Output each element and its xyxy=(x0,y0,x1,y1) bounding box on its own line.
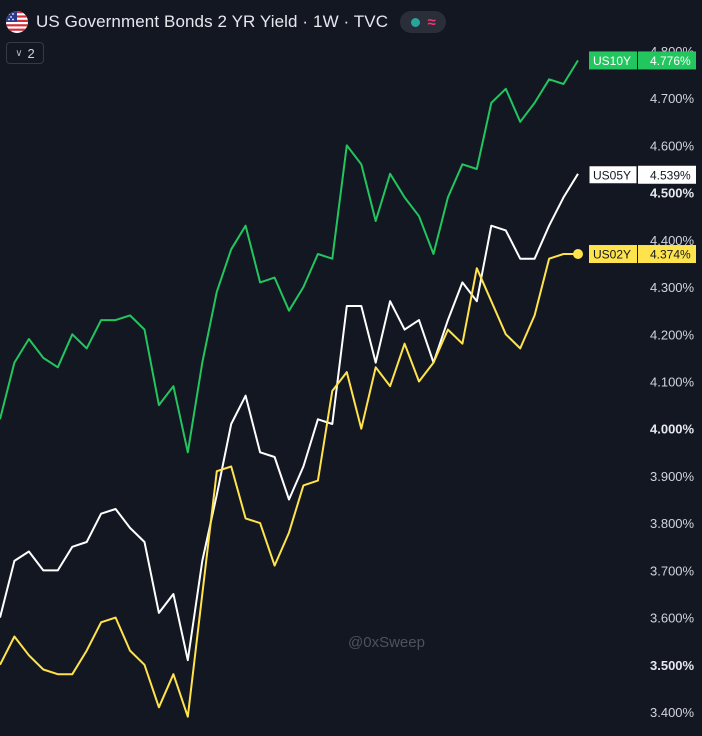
tag-last-value: 4.374% xyxy=(650,248,691,262)
tag-last-value: 4.539% xyxy=(650,168,691,182)
last-value-tags: US10Y 4.776% US05Y 4.539% US02Y 4.374% xyxy=(588,51,696,264)
last-value-tag-us02y: US02Y 4.374% xyxy=(589,245,696,264)
series-line-us10y[interactable] xyxy=(0,59,579,454)
chart-title[interactable]: US Government Bonds 2 YR Yield · 1W · TV… xyxy=(36,12,389,31)
y-tick-label: 4.700% xyxy=(650,91,695,106)
y-tick-label: 3.400% xyxy=(650,705,695,720)
wave-icon: ≈ xyxy=(427,13,436,31)
indicator-count: 2 xyxy=(27,45,35,61)
market-status-pill[interactable]: ≈ xyxy=(400,11,447,33)
y-tick-label: 3.500% xyxy=(650,658,695,673)
us-flag-icon xyxy=(6,11,28,33)
tag-series-name: US05Y xyxy=(593,168,631,182)
y-tick-label: 4.600% xyxy=(650,138,695,153)
chevron-down-icon: ∨ xyxy=(15,47,23,59)
series-lines xyxy=(0,59,583,718)
tag-series-name: US10Y xyxy=(593,54,631,68)
y-tick-label: 4.200% xyxy=(650,327,695,342)
market-status-dot-icon xyxy=(410,17,420,27)
y-tick-label: 3.900% xyxy=(650,469,695,484)
watermark: @0xSweep xyxy=(348,634,425,651)
y-tick-label: 4.400% xyxy=(650,233,695,248)
y-tick-label: 4.500% xyxy=(650,186,695,201)
last-value-tag-us05y: US05Y 4.539% xyxy=(588,165,696,185)
series-line-us02y[interactable] xyxy=(0,253,578,718)
chart-header: US Government Bonds 2 YR Yield · 1W · TV… xyxy=(6,8,447,36)
last-point-marker xyxy=(573,249,583,260)
last-value-tag-us10y: US10Y 4.776% xyxy=(589,51,696,70)
y-tick-label: 4.300% xyxy=(650,280,695,295)
y-tick-label: 3.700% xyxy=(650,563,695,578)
tag-last-value: 4.776% xyxy=(650,54,691,68)
collapse-indicators-button[interactable]: ∨ 2 xyxy=(6,42,44,64)
y-tick-label: 4.000% xyxy=(650,422,695,437)
y-tick-label: 4.100% xyxy=(650,375,695,390)
y-tick-label: 3.800% xyxy=(650,516,695,531)
tag-series-name: US02Y xyxy=(593,248,631,262)
series-line-us05y[interactable] xyxy=(0,173,579,662)
y-tick-label: 3.600% xyxy=(650,611,695,626)
y-axis: 4.800%4.700%4.600%4.500%4.400%4.300%4.20… xyxy=(650,44,695,720)
